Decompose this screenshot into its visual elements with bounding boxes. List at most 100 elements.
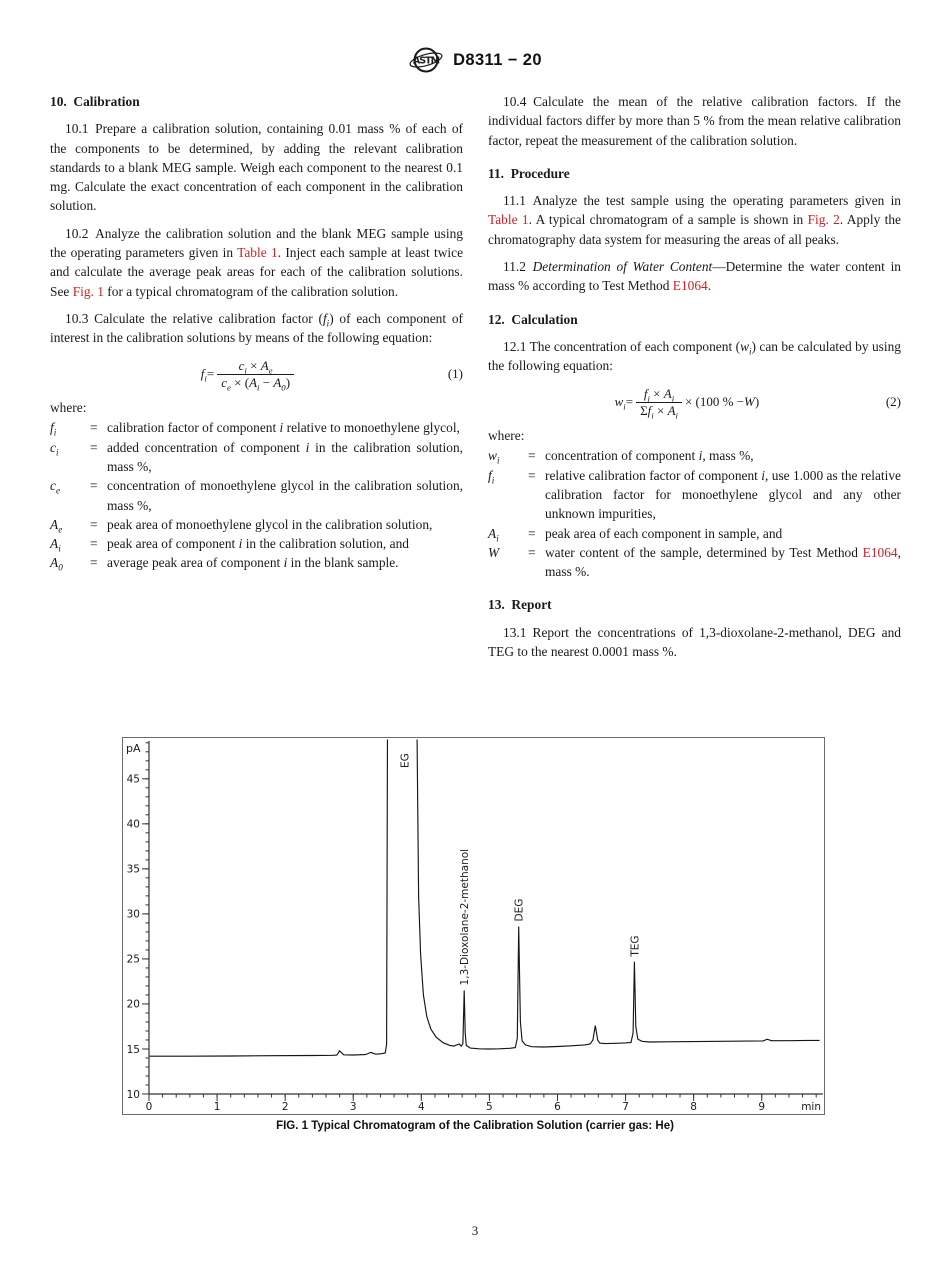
document-body: 10. Calibration 10.1 Prepare a calibratio… — [50, 92, 902, 661]
where-list: fi = calibration factor of component i rel… — [50, 418, 463, 572]
ref-link[interactable]: Table 1 — [488, 212, 529, 228]
where-description: calibration factor of component i relati… — [107, 418, 463, 437]
text-run: ce — [221, 374, 231, 393]
x-tick-label: 2 — [282, 1101, 289, 1113]
x-tick-label: 9 — [758, 1101, 765, 1113]
text-run: ci — [238, 357, 247, 376]
section-heading: 13. Report — [488, 597, 552, 613]
ref-link[interactable]: E1064 — [862, 544, 898, 560]
peak-label-teg: TEG — [629, 935, 641, 957]
equals-sign: = — [528, 544, 536, 560]
text-run: fi — [200, 365, 207, 384]
equals-sign: = — [528, 525, 536, 541]
x-tick-label: 7 — [622, 1101, 629, 1113]
equals-sign: = — [90, 420, 98, 436]
astm-logo-text: ASTM — [413, 56, 440, 67]
y-tick-label: 45 — [127, 774, 140, 786]
section-heading: 11. Procedure — [488, 165, 570, 181]
where-symbol: A0 — [50, 553, 90, 572]
peak-label-deg: DEG — [514, 899, 526, 922]
text-run: added concentration of component — [107, 439, 306, 455]
paragraph: 10.3 Calculate the relative calibration … — [50, 309, 463, 348]
text-run: A0 — [273, 374, 286, 393]
ref-link[interactable]: Fig. 1 — [72, 283, 104, 299]
equation-number: (2) — [885, 393, 901, 409]
where-symbol: W — [488, 543, 528, 582]
text-run: 11.2 — [503, 259, 533, 275]
text-run: peak area of component — [107, 536, 239, 552]
text-run: in the calibration solution, and — [242, 536, 409, 552]
x-axis — [148, 1094, 817, 1101]
equals-sign: = — [528, 448, 536, 464]
x-tick-label: 0 — [146, 1101, 153, 1113]
where-description: water content of the sample, determined … — [545, 543, 901, 582]
where-description: concentration of component i, mass %, — [545, 446, 901, 465]
column-right: 10.4 Calculate the mean of the relative … — [488, 92, 901, 661]
text-run: i — [698, 448, 703, 464]
equals-sign: = — [90, 516, 98, 532]
equals-sign: = — [90, 555, 98, 571]
equals-sign: = — [90, 439, 98, 455]
where-description: added concentration of component i in th… — [107, 438, 463, 477]
text-run: Ai — [249, 374, 260, 393]
text-run: i — [238, 536, 243, 552]
text-run: . — [707, 278, 712, 294]
text-run: in the calibration solution, mass %, — [107, 439, 463, 474]
text-run: i — [279, 420, 284, 436]
equation: fi = ci × Ae ce × (Ai − A0) (1) — [50, 358, 463, 392]
text-run: ) can be calculated by using the followi… — [488, 338, 901, 374]
text-run: peak area of each component in sample, a… — [545, 525, 783, 541]
text-run: . Inject each sample at least twice and … — [50, 245, 464, 299]
text-run: calibration factor of component — [107, 420, 280, 436]
text-run: × — [246, 357, 261, 373]
text-run: Ai — [488, 525, 499, 544]
text-run: relative to monoethylene glycol, — [283, 420, 460, 436]
where-description: peak area of each component in sample, a… — [545, 524, 901, 543]
paragraph: 11.2 Determination of Water Content—Dete… — [488, 257, 901, 296]
text-run: Σ — [640, 402, 648, 418]
text-run: Ai — [50, 536, 61, 554]
x-tick-label: 5 — [486, 1101, 493, 1113]
paragraph: 11.1 Analyze the test sample using the o… — [488, 191, 901, 249]
text-run: W — [488, 544, 500, 560]
page-header: ASTM D8311 − 20 — [0, 44, 950, 76]
text-run: 10.2 Analyze the calibration solution an… — [50, 225, 463, 261]
paragraph: 10.4 Calculate the mean of the relative … — [488, 92, 901, 150]
x-tick-label: 1 — [214, 1101, 221, 1113]
text-run: fi — [322, 310, 330, 329]
x-tick-label: 6 — [554, 1101, 561, 1113]
x-tick-label: 4 — [418, 1101, 425, 1113]
where-symbol: Ai — [50, 534, 90, 553]
text-run: A0 — [50, 555, 63, 574]
equation: wi = fi × Ai Σfi × Ai × (100 % − W) (2) — [488, 386, 901, 420]
ref-link[interactable]: Table 1 — [237, 245, 278, 261]
text-run: average peak area of component — [107, 555, 284, 571]
text-run: . A typical chromatogram of a sample is … — [528, 212, 808, 228]
text-run: ) — [285, 374, 291, 390]
y-tick-label: 15 — [127, 1044, 140, 1056]
text-run: Ai — [667, 402, 678, 421]
section-heading: 12. Calculation — [488, 311, 578, 327]
text-run: ci — [50, 439, 59, 458]
text-run: wi — [488, 448, 500, 467]
text-run: , use 1.000 as the relative calibration … — [545, 467, 901, 522]
where-label: where: — [488, 428, 525, 444]
text-run: ) — [754, 393, 760, 409]
where-symbol: fi — [50, 418, 90, 437]
where-description: relative calibration factor of component… — [545, 466, 901, 524]
text-run: Ae — [260, 357, 273, 376]
y-axis-unit-label: pA — [126, 742, 141, 755]
text-run: i — [761, 467, 766, 483]
x-tick-label: 8 — [690, 1101, 697, 1113]
x-axis-unit-label: min — [801, 1101, 821, 1113]
text-run: = — [206, 365, 215, 381]
text-run: fi — [647, 402, 654, 421]
where-description: peak area of component i in the calibrat… — [107, 534, 463, 553]
text-run: i — [305, 439, 310, 455]
ref-link[interactable]: E1064 — [672, 278, 708, 294]
ref-link[interactable]: Fig. 2 — [807, 212, 840, 228]
text-run: 11.1 Analyze the test sample using the o… — [503, 193, 901, 209]
text-run: fi — [488, 467, 495, 486]
where-symbol: ce — [50, 476, 90, 515]
